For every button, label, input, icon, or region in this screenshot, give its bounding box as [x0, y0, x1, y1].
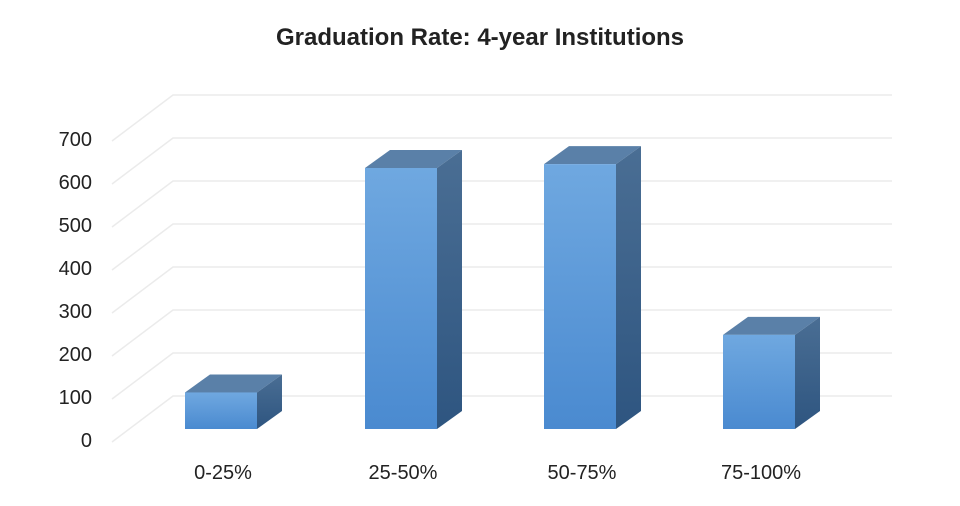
gridline: [111, 309, 892, 357]
y-tick-label: 300: [58, 301, 92, 323]
gridline: [111, 266, 892, 314]
x-tick-label: 25-50%: [368, 462, 438, 484]
bar: [365, 149, 462, 430]
gridline: [111, 94, 892, 142]
x-tick-label: 50-75%: [547, 462, 617, 484]
x-tick-label: 0-25%: [194, 462, 252, 484]
y-tick-label: 700: [58, 129, 92, 151]
gridline: [111, 137, 892, 185]
gridline: [111, 395, 892, 443]
bar: [723, 316, 820, 429]
y-tick-label: 0: [80, 430, 92, 452]
chart-title: Graduation Rate: 4-year Institutions: [275, 24, 685, 51]
x-tick-label: 75-100%: [720, 462, 802, 484]
y-tick-label: 100: [58, 387, 92, 409]
gridline: [111, 352, 892, 400]
gridline: [111, 223, 892, 271]
y-tick-label: 200: [58, 344, 92, 366]
y-tick-label: 500: [58, 215, 92, 237]
gridline: [111, 180, 892, 228]
y-tick-label: 400: [58, 258, 92, 280]
bar: [185, 374, 282, 429]
y-tick-label: 600: [58, 172, 92, 194]
bar: [544, 146, 641, 429]
